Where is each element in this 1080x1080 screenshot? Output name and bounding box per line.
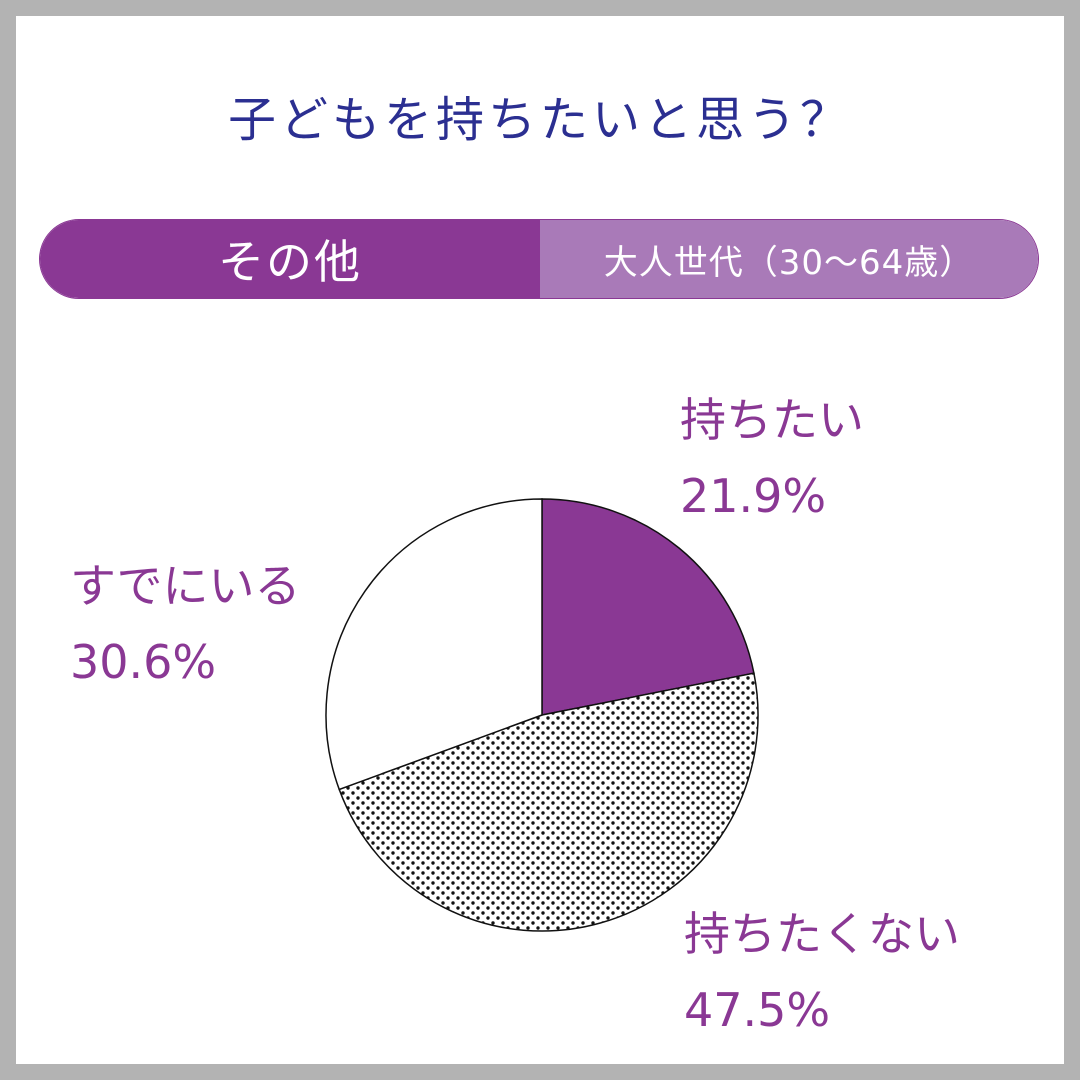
- label-not-want-name: 持ちたくない: [684, 907, 960, 961]
- label-already-have-name: すでにいる: [70, 559, 301, 613]
- group-tab-bar: その他 大人世代（30〜64歳）: [39, 219, 1039, 299]
- tab-other[interactable]: その他: [40, 220, 540, 298]
- label-already-have: すでにいる 30.6%: [70, 548, 300, 700]
- tab-adult-generation[interactable]: 大人世代（30〜64歳）: [540, 220, 1038, 298]
- pie-slice-0: [541, 498, 755, 716]
- label-want-value: 21.9%: [680, 469, 827, 523]
- pie-slice-1: [338, 672, 759, 932]
- chart-title: 子どもを持ちたいと思う？: [227, 92, 852, 148]
- label-want: 持ちたい 21.9%: [680, 382, 864, 534]
- label-not-want: 持ちたくない 47.5%: [684, 896, 960, 1048]
- label-want-name: 持ちたい: [680, 393, 864, 447]
- label-already-have-value: 30.6%: [70, 635, 217, 689]
- label-not-want-value: 47.5%: [684, 983, 831, 1037]
- pie-slice-2: [325, 498, 543, 791]
